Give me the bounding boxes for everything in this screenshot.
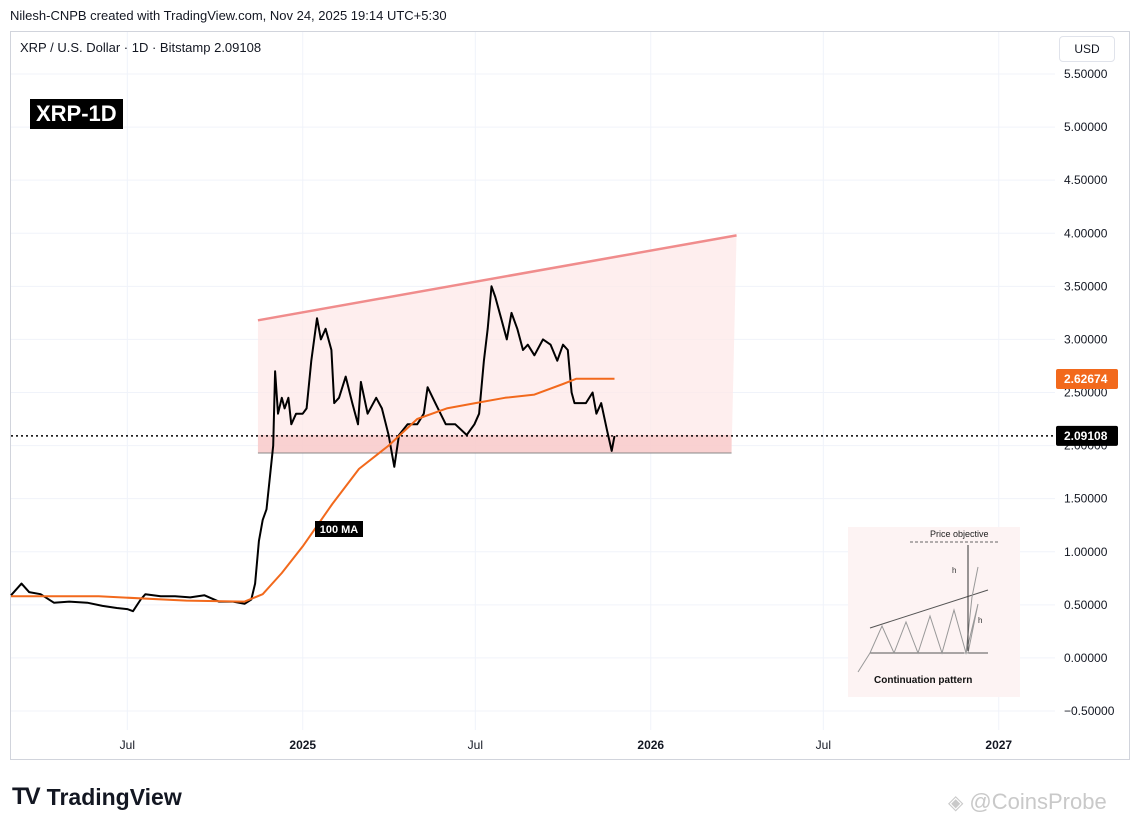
inset-zigzag	[857, 603, 979, 673]
y-tick-label: 1.50000	[1064, 492, 1108, 506]
x-tick-label: Jul	[120, 738, 135, 752]
y-tick-label: 4.00000	[1064, 226, 1108, 240]
y-tick-label: 0.50000	[1064, 598, 1108, 612]
y-tick-label: 0.00000	[1064, 651, 1108, 665]
coinsprobe-watermark: ◈ @CoinsProbe	[948, 789, 1107, 815]
inset-title-bottom: Continuation pattern	[874, 675, 973, 686]
price-label: 2.62674	[1056, 369, 1118, 390]
created-with-line: Nilesh-CNPB created with TradingView.com…	[10, 8, 447, 23]
series-line-xrp	[10, 285, 616, 613]
watermark-text: @CoinsProbe	[969, 789, 1107, 814]
price-label-text: 2.62674	[1064, 372, 1108, 386]
price-label-bg	[1056, 369, 1118, 390]
tradingview-mark-icon: TV	[12, 783, 41, 810]
inset-h-label-bottom: h	[978, 616, 982, 625]
axis-ticks: 5.50000 5.00000 4.50000 4.00000 3.50000 3.000…	[120, 67, 1115, 752]
x-tick-label: 2027	[985, 738, 1012, 752]
y-tick-label: 4.50000	[1064, 173, 1108, 187]
ma-annotation-bg	[315, 521, 363, 537]
y-tick-label: 5.50000	[1064, 67, 1108, 81]
x-tick-label: 2025	[289, 738, 316, 752]
inset-h-label-top: h	[952, 566, 956, 575]
series-line-100-ma	[11, 377, 615, 603]
y-tick-label: 3.00000	[1064, 332, 1108, 346]
diamond-logo-icon: ◈	[948, 791, 964, 814]
ascending-channel	[11, 234, 1055, 454]
series-lines: 100 MA	[10, 285, 616, 613]
chart-badge: XRP-1D	[30, 99, 123, 129]
price-labels: 2.62674 2.09108	[1056, 369, 1118, 446]
price-label-text: 2.09108	[1064, 429, 1108, 443]
tradingview-logo[interactable]: TV TradingView	[12, 783, 182, 811]
symbol-line: XRP / U.S. Dollar · 1D · Bitstamp 2.0910…	[20, 40, 262, 55]
tradingview-wordmark: TradingView	[46, 783, 182, 810]
x-tick-label: 2026	[637, 738, 664, 752]
x-tick-label: Jul	[468, 738, 483, 752]
chart-frame	[10, 31, 1130, 760]
inset-title-top: Price objective	[930, 529, 989, 539]
x-tick-label: Jul	[816, 738, 831, 752]
y-tick-label: −0.50000	[1064, 704, 1115, 718]
support-zone	[257, 434, 732, 454]
continuation-pattern-inset: Price objective h h Continuation pattern	[848, 527, 1020, 697]
channel-upper-line	[257, 234, 737, 322]
ma-annotation: 100 MA	[315, 521, 363, 537]
currency-button[interactable]: USD	[1059, 36, 1115, 62]
y-tick-label: 5.00000	[1064, 120, 1108, 134]
y-tick-label: 3.50000	[1064, 279, 1108, 293]
inset-diagram: h h	[857, 541, 1000, 673]
price-label-bg	[1056, 425, 1118, 446]
price-label: 2.09108	[1056, 425, 1118, 446]
y-tick-label: 1.00000	[1064, 545, 1108, 559]
ma-annotation-text: 100 MA	[320, 524, 359, 536]
